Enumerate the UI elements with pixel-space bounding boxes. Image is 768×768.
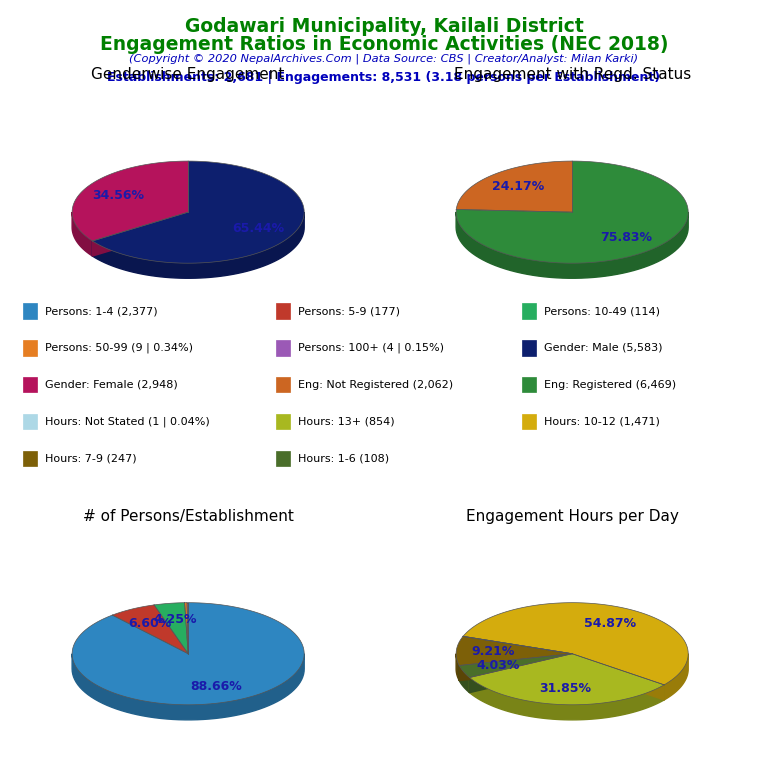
- Polygon shape: [187, 603, 188, 654]
- Text: Hours: 1-6 (108): Hours: 1-6 (108): [298, 453, 389, 464]
- Text: 4.03%: 4.03%: [477, 660, 520, 673]
- Polygon shape: [456, 212, 688, 278]
- Polygon shape: [456, 161, 688, 263]
- Polygon shape: [459, 666, 469, 693]
- Text: Engagement Ratios in Economic Activities (NEC 2018): Engagement Ratios in Economic Activities…: [100, 35, 668, 54]
- Text: Establishments: 2,681 | Engagements: 8,531 (3.18 persons per Establishment): Establishments: 2,681 | Engagements: 8,5…: [108, 71, 660, 84]
- Text: Persons: 100+ (4 | 0.15%): Persons: 100+ (4 | 0.15%): [298, 343, 444, 353]
- Text: Gender: Female (2,948): Gender: Female (2,948): [45, 379, 177, 390]
- Polygon shape: [154, 603, 188, 654]
- Polygon shape: [572, 654, 664, 700]
- Polygon shape: [469, 677, 664, 720]
- Text: 24.17%: 24.17%: [492, 180, 544, 194]
- Text: 54.87%: 54.87%: [584, 617, 636, 630]
- Text: # of Persons/Establishment: # of Persons/Establishment: [83, 508, 293, 524]
- Polygon shape: [456, 637, 572, 666]
- Polygon shape: [459, 654, 572, 677]
- Polygon shape: [72, 654, 304, 720]
- Polygon shape: [469, 654, 572, 693]
- Polygon shape: [72, 212, 92, 256]
- Polygon shape: [92, 212, 188, 256]
- Text: 31.85%: 31.85%: [539, 682, 591, 695]
- Polygon shape: [92, 161, 304, 263]
- Text: 34.56%: 34.56%: [92, 190, 144, 203]
- Polygon shape: [469, 654, 664, 705]
- Text: Hours: 7-9 (247): Hours: 7-9 (247): [45, 453, 136, 464]
- Polygon shape: [456, 161, 572, 212]
- Text: 88.66%: 88.66%: [190, 680, 242, 693]
- Polygon shape: [72, 161, 188, 241]
- Text: Persons: 10-49 (114): Persons: 10-49 (114): [544, 306, 660, 316]
- Polygon shape: [92, 212, 304, 278]
- Text: (Copyright © 2020 NepalArchives.Com | Data Source: CBS | Creator/Analyst: Milan : (Copyright © 2020 NepalArchives.Com | Da…: [130, 54, 638, 65]
- Text: Eng: Not Registered (2,062): Eng: Not Registered (2,062): [298, 379, 453, 390]
- Polygon shape: [572, 654, 664, 700]
- Text: 6.60%: 6.60%: [128, 617, 171, 630]
- Polygon shape: [456, 654, 459, 680]
- Text: Eng: Registered (6,469): Eng: Registered (6,469): [544, 379, 676, 390]
- Polygon shape: [459, 654, 572, 680]
- Polygon shape: [664, 654, 688, 700]
- Text: Persons: 50-99 (9 | 0.34%): Persons: 50-99 (9 | 0.34%): [45, 343, 193, 353]
- Polygon shape: [459, 654, 572, 680]
- Text: Engagement with Regd. Status: Engagement with Regd. Status: [454, 67, 690, 82]
- Text: Gender: Male (5,583): Gender: Male (5,583): [544, 343, 662, 353]
- Polygon shape: [72, 603, 304, 705]
- Polygon shape: [463, 636, 572, 654]
- Polygon shape: [463, 603, 688, 685]
- Text: Genderwise Engagement: Genderwise Engagement: [91, 67, 285, 82]
- Text: Hours: Not Stated (1 | 0.04%): Hours: Not Stated (1 | 0.04%): [45, 416, 210, 427]
- Polygon shape: [112, 605, 188, 654]
- Text: Godawari Municipality, Kailali District: Godawari Municipality, Kailali District: [184, 17, 584, 36]
- Polygon shape: [184, 603, 188, 654]
- Polygon shape: [469, 654, 572, 693]
- Text: Persons: 5-9 (177): Persons: 5-9 (177): [298, 306, 400, 316]
- Text: 75.83%: 75.83%: [601, 231, 653, 243]
- Text: Persons: 1-4 (2,377): Persons: 1-4 (2,377): [45, 306, 157, 316]
- Text: 9.21%: 9.21%: [472, 645, 515, 658]
- Text: Hours: 13+ (854): Hours: 13+ (854): [298, 416, 395, 427]
- Polygon shape: [92, 212, 188, 256]
- Text: Hours: 10-12 (1,471): Hours: 10-12 (1,471): [544, 416, 660, 427]
- Text: 65.44%: 65.44%: [232, 222, 284, 235]
- Text: 4.25%: 4.25%: [154, 613, 197, 626]
- Text: Engagement Hours per Day: Engagement Hours per Day: [465, 508, 679, 524]
